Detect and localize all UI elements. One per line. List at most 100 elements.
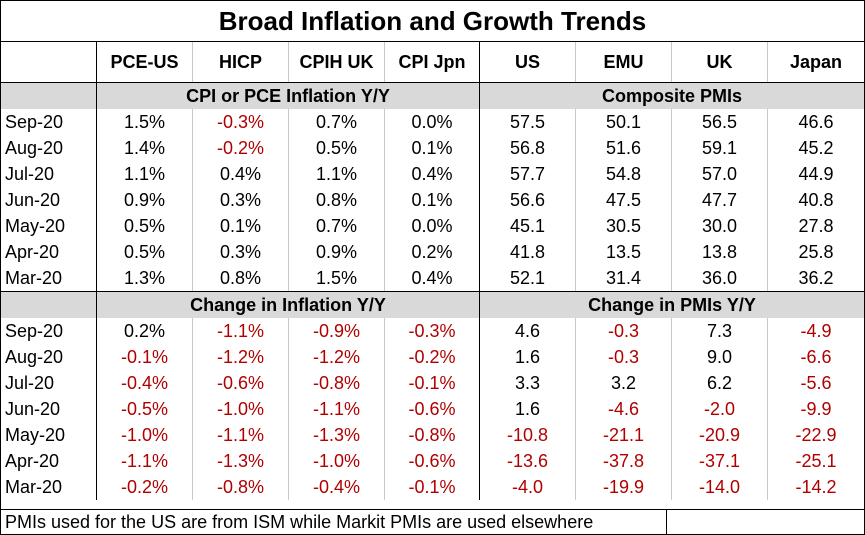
table-row: Jul-20 -0.4% -0.6% -0.8% -0.1% 3.3 3.2 6.2 -5.6 <box>1 370 864 396</box>
table-cell: 45.1 <box>480 213 576 239</box>
table-cell: 0.4% <box>193 161 289 187</box>
table-cell: 57.5 <box>480 109 576 135</box>
table-cell: 56.5 <box>672 109 768 135</box>
table-cell: 13.5 <box>576 239 672 265</box>
table-cell: -0.8% <box>193 474 289 500</box>
column-header-row: PCE-US HICP CPIH UK CPI Jpn US EMU UK Japan <box>1 42 864 82</box>
table-cell: 0.4% <box>385 265 480 291</box>
table-cell: 0.9% <box>97 187 193 213</box>
table-cell: 1.1% <box>289 161 385 187</box>
table-cell: -0.3 <box>576 318 672 344</box>
column-header: Japan <box>789 52 843 72</box>
table-cell: 0.1% <box>385 135 480 161</box>
table-cell: -0.2% <box>385 344 480 370</box>
section-blank-cell <box>1 292 97 318</box>
table-cell: -1.3% <box>193 448 289 474</box>
table-cell: 50.1 <box>576 109 672 135</box>
table-row: Jun-20 0.9% 0.3% 0.8% 0.1% 56.6 47.5 47.7 40.8 <box>1 187 864 213</box>
row-label: Sep-20 <box>1 109 97 135</box>
table-cell: -0.3% <box>193 109 289 135</box>
table-cell: -4.0 <box>480 474 576 500</box>
table-cell: 0.1% <box>193 213 289 239</box>
table-cell: -0.5% <box>97 396 193 422</box>
column-header: HICP <box>193 42 289 82</box>
table-cell: 0.1% <box>385 187 480 213</box>
table-cell: -37.8 <box>576 448 672 474</box>
table-cell: 1.3% <box>97 265 193 291</box>
table-cell: -21.1 <box>576 422 672 448</box>
column-header: PCE-US <box>97 42 193 82</box>
table-cell: 0.0% <box>385 109 480 135</box>
table-cell: -0.4% <box>97 370 193 396</box>
row-label: Mar-20 <box>1 265 97 291</box>
section-header-left: CPI or PCE Inflation Y/Y <box>97 83 480 109</box>
table-cell: -1.1% <box>193 422 289 448</box>
table-cell: -0.1% <box>385 370 480 396</box>
divider <box>1 82 864 83</box>
table-row: Sep-20 0.2% -1.1% -0.9% -0.3% 4.6 -0.3 7.3 -4.9 <box>1 318 864 344</box>
table-cell: -0.4% <box>289 474 385 500</box>
table-cell: -6.6 <box>800 347 832 367</box>
table-cell: -9.9 <box>800 399 832 419</box>
table-cell: 0.5% <box>97 239 193 265</box>
table-cell: 44.9 <box>798 164 834 184</box>
table-cell: 46.6 <box>798 112 834 132</box>
table-cell: -0.3% <box>385 318 480 344</box>
table-cell: 1.4% <box>97 135 193 161</box>
row-label: Jul-20 <box>1 161 97 187</box>
table-cell: 36.0 <box>672 265 768 291</box>
column-header: EMU <box>576 42 672 82</box>
table-cell: 3.3 <box>480 370 576 396</box>
table-cell: -1.0% <box>193 396 289 422</box>
section-blank-cell <box>1 83 97 109</box>
header-blank-cell <box>1 42 97 82</box>
table-cell: 0.3% <box>193 187 289 213</box>
table-cell: -4.9 <box>800 321 832 341</box>
table-cell: 0.2% <box>97 318 193 344</box>
table-cell: 59.1 <box>672 135 768 161</box>
column-header: UK <box>672 42 768 82</box>
table-cell: 56.8 <box>480 135 576 161</box>
table-cell: 0.2% <box>385 239 480 265</box>
table-cell: 6.2 <box>672 370 768 396</box>
table-cell: -13.6 <box>480 448 576 474</box>
row-label: May-20 <box>1 422 97 448</box>
table-title: Broad Inflation and Growth Trends <box>1 1 864 42</box>
table-row: Aug-20 1.4% -0.2% 0.5% 0.1% 56.8 51.6 59.1 45.2 <box>1 135 864 161</box>
section-header-right: Change in PMIs Y/Y <box>480 292 864 318</box>
table-cell: 0.5% <box>97 213 193 239</box>
table-cell: -0.1% <box>385 474 480 500</box>
table-cell: 0.4% <box>385 161 480 187</box>
table-cell: 0.7% <box>289 213 385 239</box>
table-cell: 31.4 <box>576 265 672 291</box>
table-cell: -10.8 <box>480 422 576 448</box>
column-header: CPIH UK <box>289 42 385 82</box>
table-row: Apr-20 -1.1% -1.3% -1.0% -0.6% -13.6 -37.8 -37.… <box>1 448 864 474</box>
table-cell: -4.6 <box>576 396 672 422</box>
row-label: Mar-20 <box>1 474 97 500</box>
table-cell: 57.7 <box>480 161 576 187</box>
table-cell: 0.8% <box>289 187 385 213</box>
table-cell: -0.6% <box>385 448 480 474</box>
table-cell: 30.5 <box>576 213 672 239</box>
table-cell: 25.8 <box>798 242 834 262</box>
table-cell: 9.0 <box>672 344 768 370</box>
row-label: May-20 <box>1 213 97 239</box>
table-cell: 36.2 <box>798 268 834 288</box>
table-cell: -5.6 <box>800 373 832 393</box>
table-cell: 41.8 <box>480 239 576 265</box>
table-cell: 0.9% <box>289 239 385 265</box>
table-cell: -0.8% <box>289 370 385 396</box>
table-cell: -22.9 <box>795 425 837 445</box>
row-label: Jun-20 <box>1 187 97 213</box>
table-cell: 1.1% <box>97 161 193 187</box>
table-cell: -2.0 <box>672 396 768 422</box>
table-row: May-20 0.5% 0.1% 0.7% 0.0% 45.1 30.5 30.0 27.8 <box>1 213 864 239</box>
table-cell: -0.2% <box>97 474 193 500</box>
table-cell: -1.2% <box>289 344 385 370</box>
table-cell: -0.6% <box>193 370 289 396</box>
column-header: US <box>480 42 576 82</box>
table-cell: 3.2 <box>576 370 672 396</box>
row-label: Aug-20 <box>1 135 97 161</box>
table-row: Mar-20 1.3% 0.8% 1.5% 0.4% 52.1 31.4 36.0 36.2 <box>1 265 864 291</box>
